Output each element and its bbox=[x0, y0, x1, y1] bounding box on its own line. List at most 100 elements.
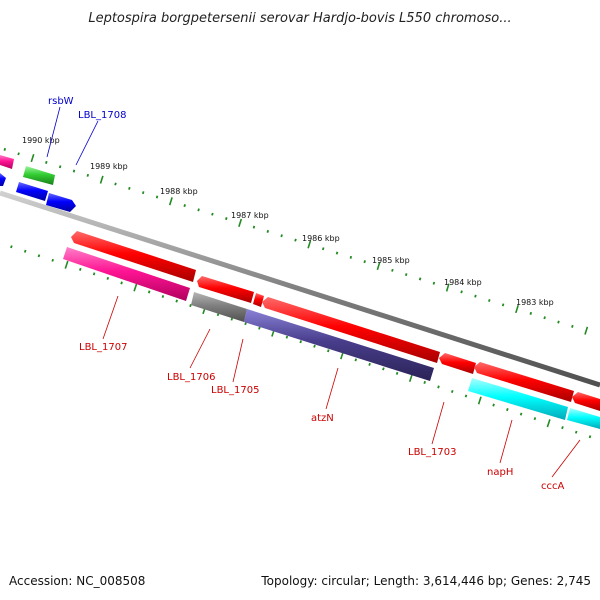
forward-strand-features bbox=[0, 155, 76, 212]
label-atzN[interactable]: atzN bbox=[311, 413, 334, 424]
gene-LBL_1703[interactable] bbox=[439, 353, 476, 374]
minor-tick bbox=[294, 238, 297, 242]
inner-minor-tick bbox=[79, 267, 82, 271]
gene-LBL_1708[interactable] bbox=[46, 193, 76, 212]
gene-segment-red-2[interactable] bbox=[197, 276, 254, 303]
minor-tick bbox=[418, 277, 422, 281]
minor-tick bbox=[45, 160, 48, 164]
gene-labels: rsbW LBL_1708 LBL_1707 LBL_1706 LBL_1705… bbox=[48, 96, 564, 492]
tick-label-1985: 1985 kbp bbox=[372, 256, 410, 265]
minor-tick bbox=[155, 195, 159, 199]
label-cccA[interactable]: cccA bbox=[541, 481, 564, 492]
leader-LBL_1705 bbox=[232, 338, 244, 383]
minor-tick bbox=[404, 273, 408, 277]
minor-tick bbox=[58, 165, 62, 169]
inner-minor-tick bbox=[175, 299, 178, 303]
inner-minor-tick bbox=[299, 340, 302, 344]
major-tick bbox=[445, 283, 450, 292]
label-LBL_1706[interactable]: LBL_1706 bbox=[167, 372, 215, 383]
gene-segment-red-4[interactable] bbox=[572, 392, 600, 411]
minor-tick bbox=[543, 316, 546, 320]
leader-napH bbox=[499, 419, 513, 464]
gene-LBL_1705[interactable] bbox=[244, 309, 434, 381]
inner-minor-tick bbox=[258, 326, 261, 330]
minor-tick bbox=[72, 169, 76, 173]
minor-tick bbox=[571, 324, 574, 328]
accession-text: Accession: NC_008508 bbox=[9, 574, 146, 588]
minor-tick bbox=[321, 247, 325, 251]
gene-segment-green[interactable] bbox=[23, 166, 55, 185]
inner-minor-tick bbox=[574, 430, 578, 434]
leader-LBL_1706 bbox=[189, 328, 211, 369]
major-tick bbox=[307, 240, 312, 249]
minor-tick bbox=[557, 320, 560, 324]
inner-minor-tick bbox=[161, 295, 165, 298]
inner-minor-tick bbox=[230, 317, 234, 321]
major-tick bbox=[238, 218, 243, 227]
minor-tick bbox=[529, 311, 533, 315]
gene-segment-red-1[interactable] bbox=[71, 231, 196, 282]
minor-tick bbox=[252, 225, 256, 229]
minor-tick bbox=[460, 290, 463, 294]
inner-minor-tick bbox=[106, 276, 110, 280]
major-tick bbox=[30, 154, 35, 163]
genome-backbone bbox=[0, 190, 600, 388]
minor-tick bbox=[225, 217, 228, 221]
label-napH[interactable]: napH bbox=[487, 467, 513, 478]
gene-napH[interactable] bbox=[474, 362, 574, 402]
label-rsbW[interactable]: rsbW bbox=[48, 96, 74, 107]
inner-minor-tick bbox=[561, 426, 564, 430]
inner-minor-tick bbox=[423, 380, 426, 384]
major-tick bbox=[515, 305, 519, 314]
label-LBL_1707[interactable]: LBL_1707 bbox=[79, 342, 127, 353]
gene-rsbW[interactable] bbox=[16, 182, 48, 201]
topology-stats-text: Topology: circular; Length: 3,614,446 bp… bbox=[261, 574, 591, 588]
inner-minor-tick bbox=[216, 313, 220, 317]
inner-minor-tick bbox=[464, 394, 468, 398]
inner-minor-tick bbox=[492, 403, 495, 407]
gene-segment-red-3[interactable] bbox=[253, 293, 264, 307]
gene-atzN[interactable] bbox=[262, 297, 440, 363]
tick-label-1990: 1990 kbp bbox=[22, 136, 60, 145]
gene-LBL_1706[interactable] bbox=[191, 292, 247, 322]
inner-minor-tick bbox=[519, 412, 523, 416]
minor-tick bbox=[183, 204, 186, 208]
inner-minor-tick bbox=[506, 407, 509, 412]
major-tick bbox=[584, 326, 589, 335]
gene-segment-blue-left[interactable] bbox=[0, 173, 6, 186]
minor-tick bbox=[211, 212, 214, 216]
gene-segment-pink-top[interactable] bbox=[0, 155, 14, 169]
minor-tick bbox=[349, 255, 353, 259]
map-title: Leptospira borgpetersenii serovar Hardjo… bbox=[88, 11, 511, 26]
inner-minor-tick bbox=[313, 344, 316, 348]
inner-major-tick bbox=[477, 396, 482, 405]
label-LBL_1705[interactable]: LBL_1705 bbox=[211, 385, 259, 396]
inner-minor-tick bbox=[23, 249, 27, 253]
major-tick bbox=[376, 261, 381, 271]
gene-LBL_1707[interactable] bbox=[63, 247, 190, 301]
leader-LBL_1708 bbox=[75, 120, 99, 166]
tick-label-1987: 1987 kbp bbox=[231, 211, 269, 220]
tick-labels: 1990 kbp 1989 kbp 1988 kbp 1987 kbp 1986… bbox=[22, 136, 554, 307]
label-LBL_1708[interactable]: LBL_1708 bbox=[78, 110, 126, 121]
inner-minor-tick bbox=[395, 371, 399, 375]
major-tick bbox=[168, 197, 173, 206]
gene-cccA[interactable] bbox=[468, 378, 568, 420]
inner-minor-tick bbox=[354, 358, 358, 362]
reverse-strand-features bbox=[63, 231, 600, 429]
inner-major-tick bbox=[64, 260, 69, 269]
inner-minor-tick bbox=[533, 417, 537, 421]
inner-minor-tick bbox=[10, 245, 13, 249]
label-LBL_1703[interactable]: LBL_1703 bbox=[408, 447, 456, 458]
inner-minor-tick bbox=[327, 349, 330, 353]
gene-segment-cyan-2[interactable] bbox=[567, 408, 600, 429]
minor-tick bbox=[280, 234, 283, 238]
minor-tick bbox=[474, 294, 477, 298]
tick-label-1986: 1986 kbp bbox=[302, 234, 340, 243]
inner-minor-tick bbox=[368, 362, 371, 366]
minor-tick bbox=[128, 186, 131, 190]
minor-tick bbox=[141, 191, 145, 195]
inner-major-tick bbox=[133, 283, 138, 292]
kbp-tick-ring bbox=[3, 147, 589, 335]
minor-tick bbox=[114, 182, 117, 186]
